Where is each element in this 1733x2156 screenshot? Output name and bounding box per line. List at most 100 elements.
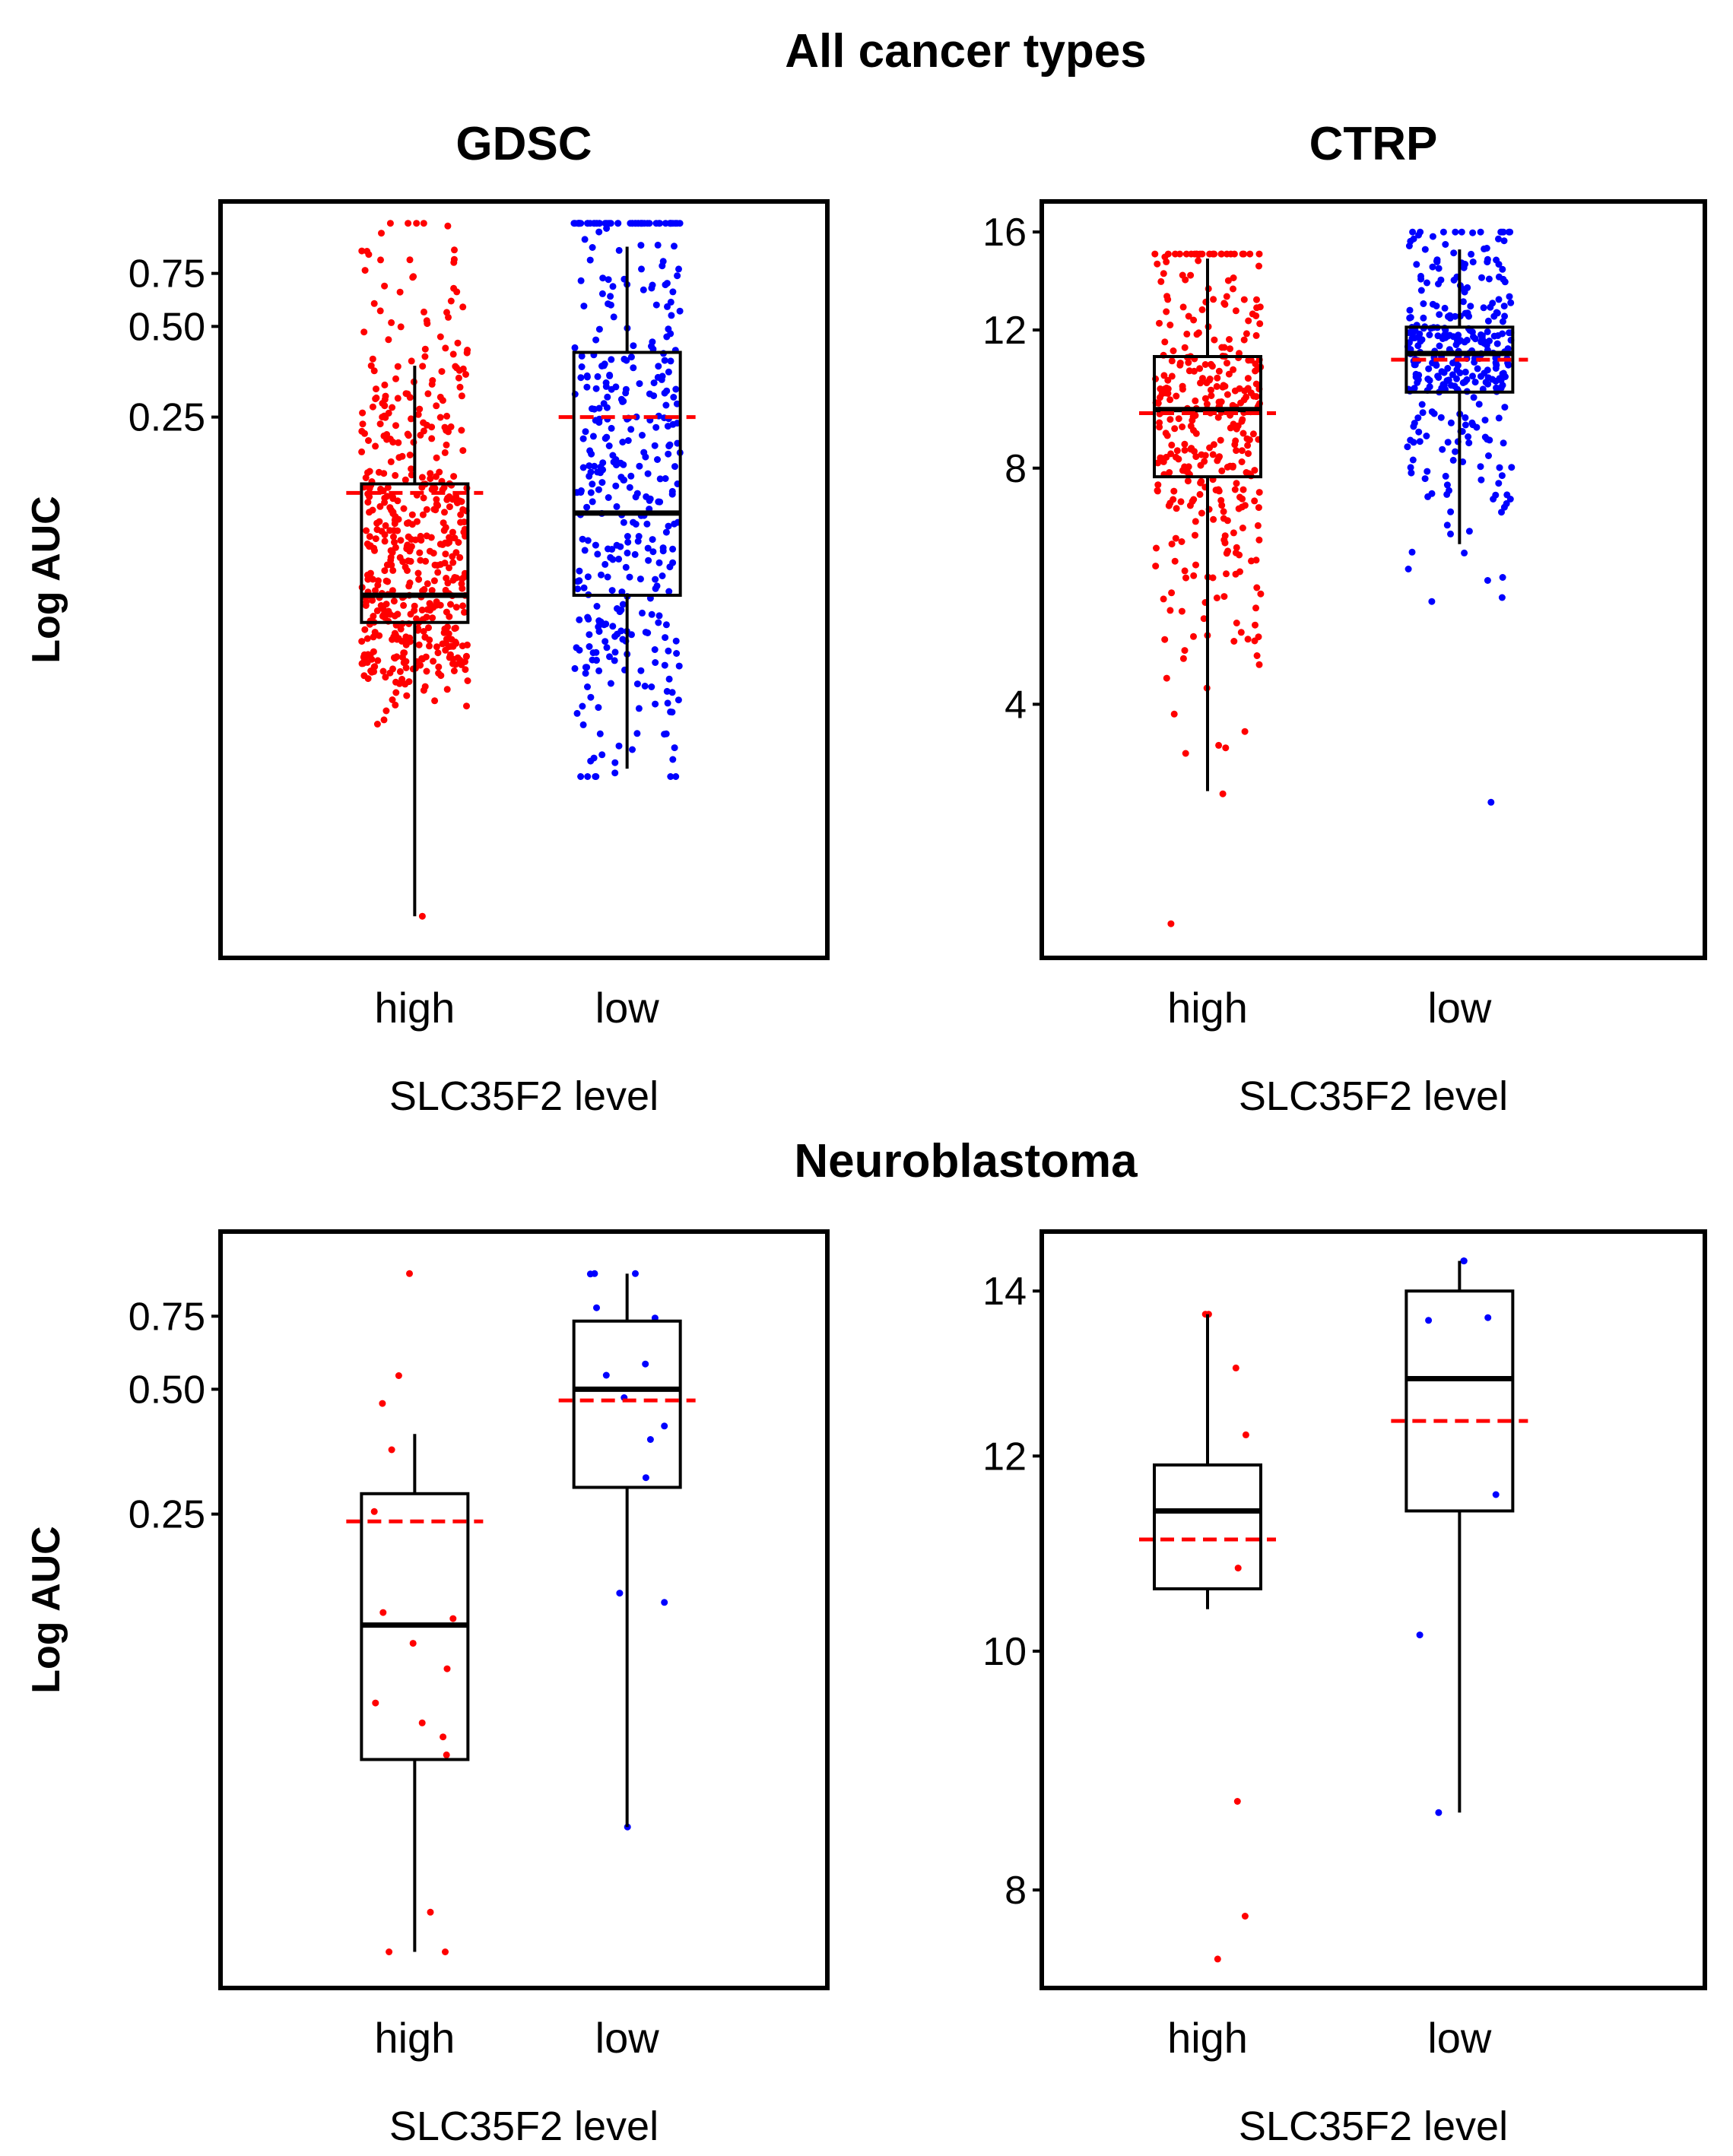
data-point: [452, 604, 460, 611]
data-point: [381, 381, 389, 388]
data-point: [1225, 370, 1233, 378]
data-point: [1156, 319, 1163, 327]
data-point: [662, 621, 670, 629]
plot-frame: [218, 1229, 830, 1990]
data-point: [1215, 741, 1223, 749]
y-tick-label: 0.25: [129, 1493, 205, 1537]
data-point: [1181, 344, 1189, 351]
data-point: [619, 439, 627, 445]
data-point: [1455, 338, 1462, 345]
data-point: [1196, 365, 1204, 373]
data-point: [1484, 1314, 1492, 1321]
data-point: [443, 309, 450, 316]
data-point: [453, 364, 461, 372]
data-point: [587, 693, 595, 701]
data-point: [1156, 394, 1163, 401]
box-high: [360, 482, 470, 624]
data-point: [424, 580, 431, 588]
data-point: [638, 265, 645, 273]
data-point: [640, 286, 647, 293]
plot-frame: [1039, 1229, 1707, 1990]
data-point: [1156, 423, 1163, 431]
data-point: [430, 658, 437, 665]
data-point: [373, 385, 379, 393]
data-point: [405, 220, 412, 227]
data-point: [1178, 607, 1185, 615]
data-point: [1237, 399, 1245, 407]
data-point: [378, 230, 385, 237]
data-point: [1173, 392, 1180, 400]
data-point: [592, 417, 599, 424]
data-point: [1215, 367, 1223, 375]
data-point: [381, 494, 389, 502]
data-point: [449, 496, 456, 503]
data-point: [389, 665, 396, 673]
data-point: [622, 389, 630, 397]
data-point: [1484, 317, 1492, 325]
data-point: [1166, 469, 1173, 476]
data-point: [1187, 271, 1195, 279]
data-point: [662, 634, 669, 642]
data-point: [431, 484, 439, 492]
data-point: [1185, 359, 1192, 366]
data-point: [1404, 443, 1411, 451]
data-point: [420, 419, 427, 426]
data-point: [1437, 414, 1445, 421]
data-point: [1252, 556, 1260, 564]
data-point: [423, 532, 430, 540]
data-point: [388, 1446, 395, 1454]
data-point: [1214, 414, 1222, 421]
data-point: [1484, 577, 1491, 584]
data-point: [376, 307, 384, 315]
data-point: [635, 705, 643, 712]
data-point: [1252, 621, 1258, 629]
data-point: [1249, 430, 1257, 438]
data-point: [440, 1733, 447, 1741]
data-point: [573, 644, 580, 652]
data-point: [1168, 441, 1176, 449]
data-point: [417, 537, 425, 544]
chart-panel-1: CTRP 4 8 12 16 high low SLC35F2 level: [982, 118, 1707, 1119]
data-point: [397, 625, 405, 633]
data-point: [1238, 458, 1246, 465]
data-point: [361, 267, 369, 274]
data-point: [616, 1590, 624, 1597]
data-point: [450, 258, 458, 266]
data-point: [667, 773, 674, 780]
data-point: [400, 505, 408, 512]
data-point: [595, 486, 602, 493]
data-point: [1227, 345, 1233, 353]
data-point: [442, 550, 449, 558]
data-point: [417, 431, 424, 439]
data-point: [1171, 425, 1179, 433]
data-point: [616, 608, 624, 616]
data-point: [646, 1436, 654, 1443]
data-point: [1425, 365, 1433, 373]
data-point: [1172, 534, 1179, 542]
data-point: [1224, 391, 1231, 398]
data-point: [408, 521, 416, 528]
data-point: [601, 638, 609, 645]
data-point: [654, 241, 662, 249]
data-point: [664, 699, 671, 707]
data-point: [445, 643, 452, 651]
data-point: [595, 220, 603, 227]
data-point: [606, 371, 614, 379]
data-point: [671, 520, 678, 528]
data-point: [574, 585, 582, 593]
data-point: [641, 683, 649, 690]
y-axis-label: Log AUC: [24, 1526, 68, 1693]
data-point: [1444, 365, 1452, 372]
data-point: [1447, 530, 1454, 537]
data-point: [1498, 472, 1506, 480]
data-point: [1495, 235, 1502, 243]
data-point: [376, 420, 384, 428]
data-point: [598, 290, 606, 297]
data-point: [1484, 380, 1492, 388]
data-point: [1449, 359, 1456, 366]
data-point: [371, 547, 378, 554]
data-point: [1462, 414, 1469, 421]
data-point: [659, 547, 667, 555]
data-point: [420, 686, 427, 694]
data-point: [1229, 463, 1236, 471]
